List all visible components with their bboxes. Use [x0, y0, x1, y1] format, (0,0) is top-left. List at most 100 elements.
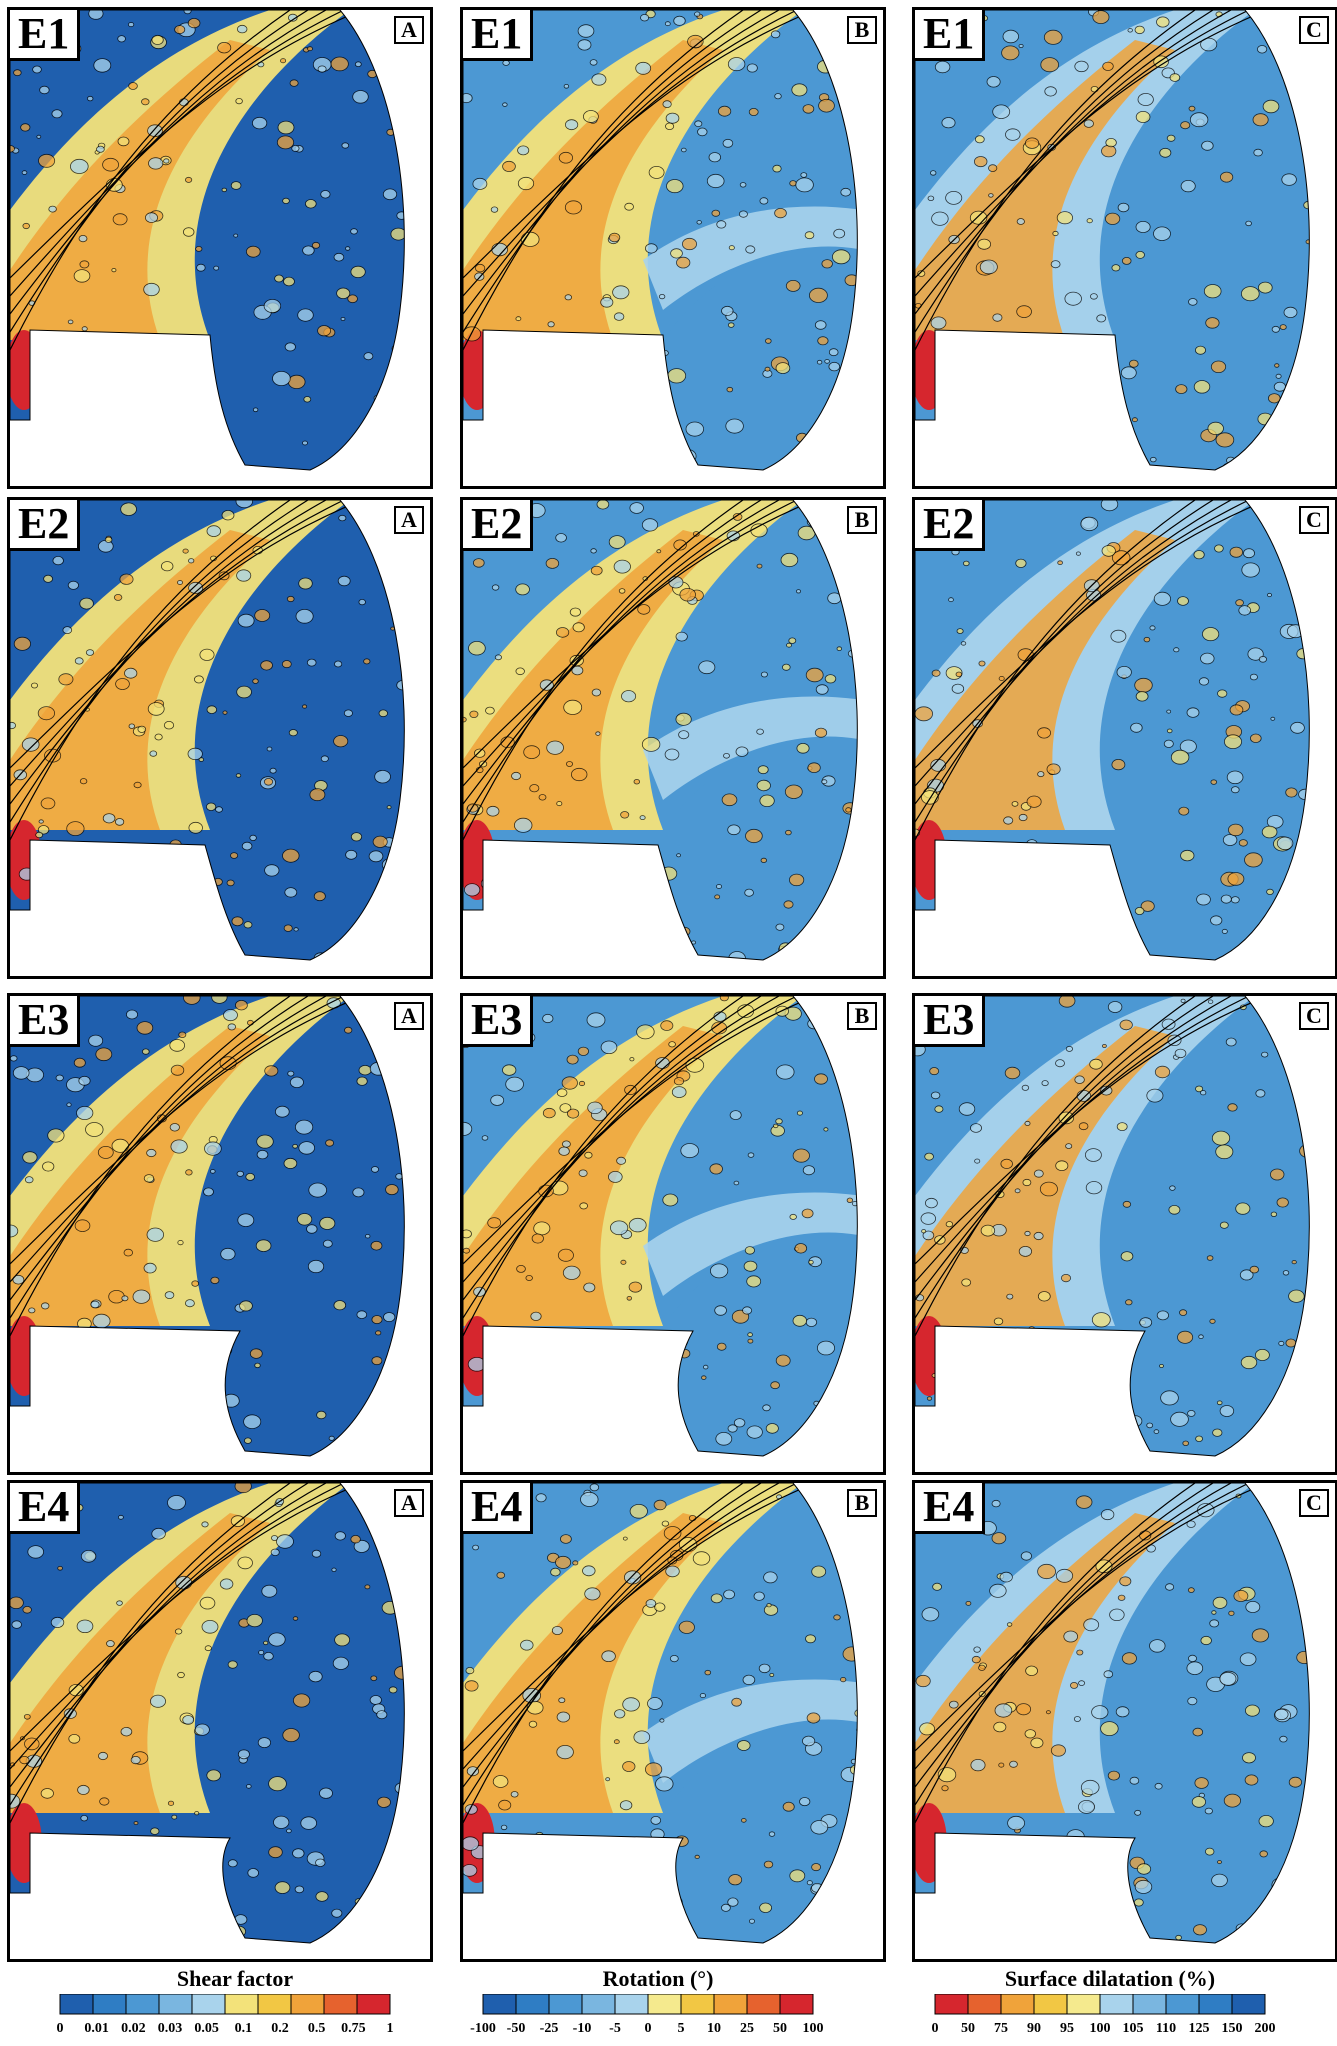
colorbar-segment [257, 1994, 292, 2015]
panel-letter: A [394, 1489, 424, 1517]
colorbar-tick-label: -50 [507, 2021, 526, 2036]
contour-map [10, 500, 405, 961]
panel-letter: B [847, 16, 877, 44]
panel-letter: C [1299, 1002, 1329, 1030]
colorbar-tick-label: 0.1 [235, 2021, 253, 2036]
colorbar-tick-label: 125 [1189, 2021, 1210, 2036]
legend-title: Surface dilatation (%) [1004, 1966, 1216, 1991]
contour-map [10, 1483, 405, 1944]
panel-e1-b: E1 B [460, 7, 886, 489]
contour-map [463, 500, 858, 961]
colorbar-tick-label: 75 [994, 2021, 1008, 2036]
contour-map [10, 10, 405, 471]
colorbar-tick-label: 150 [1222, 2021, 1243, 2036]
colorbar-tick-label: 50 [773, 2021, 787, 2036]
colorbar-segment [647, 1994, 682, 2015]
colorbar-segment [967, 1994, 1002, 2015]
panel-e1-a: E1 A [7, 7, 433, 489]
colorbar-tick-label: 0.05 [194, 2021, 219, 2036]
panel-e4-b: E4 B [460, 1480, 886, 1962]
panel-letter: A [394, 1002, 424, 1030]
panel-letter: C [1299, 506, 1329, 534]
panel-letter: B [847, 1489, 877, 1517]
colorbar-tick-label: 0.01 [84, 2021, 109, 2036]
panel-e3-a: E3 A [7, 993, 433, 1475]
experiment-label: E3 [915, 996, 986, 1047]
contour-map [10, 996, 405, 1457]
panel-letter: B [847, 506, 877, 534]
colorbar-tick-label: -10 [573, 2021, 592, 2036]
colorbar-segment [1000, 1994, 1035, 2015]
legend-0: Shear factor 0 0.01 0.02 0.03 0.05 0.1 0.2 0.5 0.… [40, 1966, 430, 2046]
contour-map [915, 10, 1310, 471]
experiment-label: E1 [463, 10, 534, 61]
colorbar-segment [1066, 1994, 1101, 2015]
colorbar-segment [680, 1994, 715, 2015]
panel-e3-c: E3 C [912, 993, 1337, 1475]
experiment-label: E4 [915, 1483, 986, 1534]
colorbar-tick-label: -5 [609, 2021, 621, 2036]
legend-2: Surface dilatation (%) 0 50 75 90 95 100 105 110… [915, 1966, 1305, 2046]
colorbar-tick-label: 95 [1060, 2021, 1074, 2036]
legend-title: Shear factor [176, 1966, 294, 1991]
contour-map [915, 1483, 1310, 1944]
colorbar-segment [548, 1994, 583, 2015]
panel-e3-b: E3 B [460, 993, 886, 1475]
colorbar-segment [224, 1994, 259, 2015]
colorbar-segment [1099, 1994, 1134, 2015]
colorbar-segment [1165, 1994, 1200, 2015]
colorbar-segment [1231, 1994, 1266, 2015]
colorbar: 0 0.01 0.02 0.03 0.05 0.1 0.2 0.5 0.75 1 [57, 1994, 394, 2036]
experiment-label: E3 [463, 996, 534, 1047]
experiment-label: E4 [10, 1483, 81, 1534]
colorbar-tick-label: 0.75 [341, 2021, 366, 2036]
panel-letter: B [847, 1002, 877, 1030]
colorbar-tick-label: 0.5 [308, 2021, 326, 2036]
colorbar-segment [746, 1994, 781, 2015]
colorbar-tick-label: 100 [1090, 2021, 1111, 2036]
colorbar-segment [482, 1994, 517, 2015]
colorbar-segment [515, 1994, 550, 2015]
colorbar-segment [356, 1994, 391, 2015]
panel-e4-c: E4 C [912, 1480, 1337, 1962]
colorbar-segment [934, 1994, 969, 2015]
colorbar-segment [290, 1994, 325, 2015]
panel-e1-c: E1 C [912, 7, 1337, 489]
panel-letter: A [394, 506, 424, 534]
panel-letter: C [1299, 1489, 1329, 1517]
panel-e2-b: E2 B [460, 497, 886, 979]
panel-e2-c: E2 C [912, 497, 1337, 979]
panel-letter: A [394, 16, 424, 44]
colorbar-segment [191, 1994, 226, 2015]
colorbar-tick-label: 100 [803, 2021, 824, 2036]
colorbar-tick-label: 5 [678, 2021, 685, 2036]
colorbar-tick-label: 200 [1255, 2021, 1276, 2036]
colorbar-tick-label: 105 [1123, 2021, 1144, 2036]
colorbar-segment [1198, 1994, 1233, 2015]
colorbar-tick-label: 0.03 [158, 2021, 183, 2036]
colorbar-tick-label: -25 [540, 2021, 559, 2036]
colorbar-tick-label: 0 [932, 2021, 939, 2036]
panel-e4-a: E4 A [7, 1480, 433, 1962]
colorbar-tick-label: 10 [707, 2021, 721, 2036]
colorbar-segment [323, 1994, 358, 2015]
colorbar-tick-label: 1 [387, 2021, 394, 2036]
colorbar-tick-label: 110 [1156, 2021, 1176, 2036]
colorbar-tick-label: 0.2 [271, 2021, 289, 2036]
contour-map [915, 500, 1310, 961]
experiment-label: E2 [915, 500, 986, 551]
legend-title: Rotation (°) [602, 1966, 714, 1991]
panel-e2-a: E2 A [7, 497, 433, 979]
colorbar-segment [59, 1994, 94, 2015]
colorbar-tick-label: 90 [1027, 2021, 1041, 2036]
colorbar-segment [1033, 1994, 1068, 2015]
experiment-label: E1 [10, 10, 81, 61]
experiment-label: E2 [10, 500, 81, 551]
colorbar-segment [713, 1994, 748, 2015]
experiment-label: E2 [463, 500, 534, 551]
colorbar-tick-label: -100 [470, 2021, 496, 2036]
colorbar: 0 50 75 90 95 100 105 110 125 150 200 [932, 1994, 1276, 2036]
colorbar-tick-label: 0 [57, 2021, 64, 2036]
experiment-label: E1 [915, 10, 986, 61]
colorbar-segment [125, 1994, 160, 2015]
